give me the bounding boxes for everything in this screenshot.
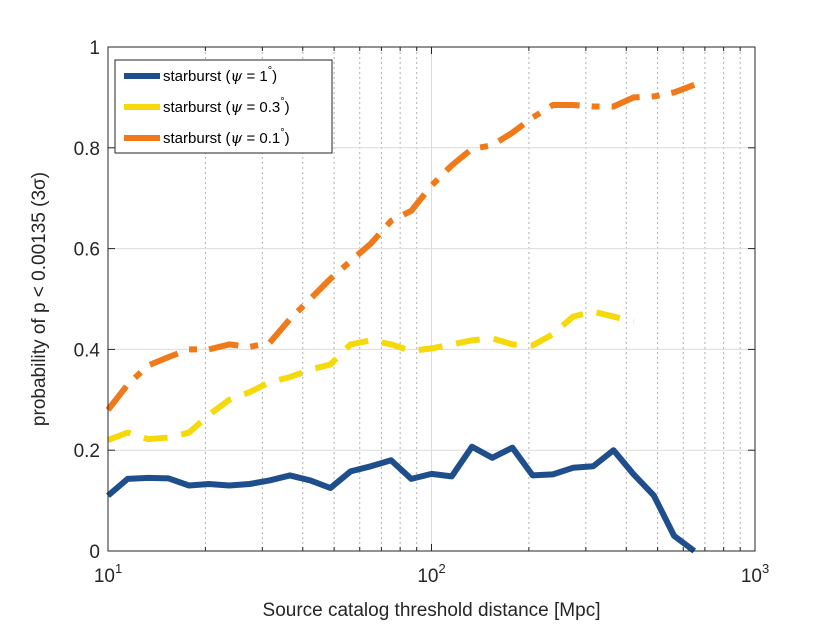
x-tick-label: 103: [741, 561, 769, 587]
legend-entry-2: starburst (ψ = 0.3°): [163, 96, 290, 116]
y-tick-label: 1: [89, 38, 100, 59]
series-line-3: [105, 81, 696, 412]
x-tick-label: 102: [417, 561, 445, 587]
axis-ticks: [107, 46, 756, 552]
x-axis-label: Source catalog threshold distance [Mpc]: [263, 600, 601, 621]
y-tick-label: 0.4: [74, 340, 101, 361]
legend: starburst (ψ = 1°) starburst (ψ = 0.3°) st…: [114, 59, 333, 154]
y-tick-labels: 0 0.2 0.4 0.6 0.8 1: [74, 38, 101, 563]
y-tick-label: 0.8: [74, 139, 100, 160]
series-line-1: [106, 443, 697, 554]
legend-entry-3: starburst (ψ = 0.1°): [163, 127, 290, 147]
y-tick-label: 0.6: [74, 240, 100, 261]
y-axis-label: probability of p < 0.00135 (3σ): [29, 172, 50, 426]
x-tick-label: 101: [94, 561, 122, 587]
y-tick-label: 0.2: [74, 441, 100, 462]
y-tick-label: 0: [89, 542, 100, 563]
x-tick-labels: 101 102 103: [94, 561, 769, 587]
series-lines: [105, 81, 697, 554]
legend-entry-1: starburst (ψ = 1°): [163, 65, 277, 85]
series-line-2: [106, 308, 635, 443]
